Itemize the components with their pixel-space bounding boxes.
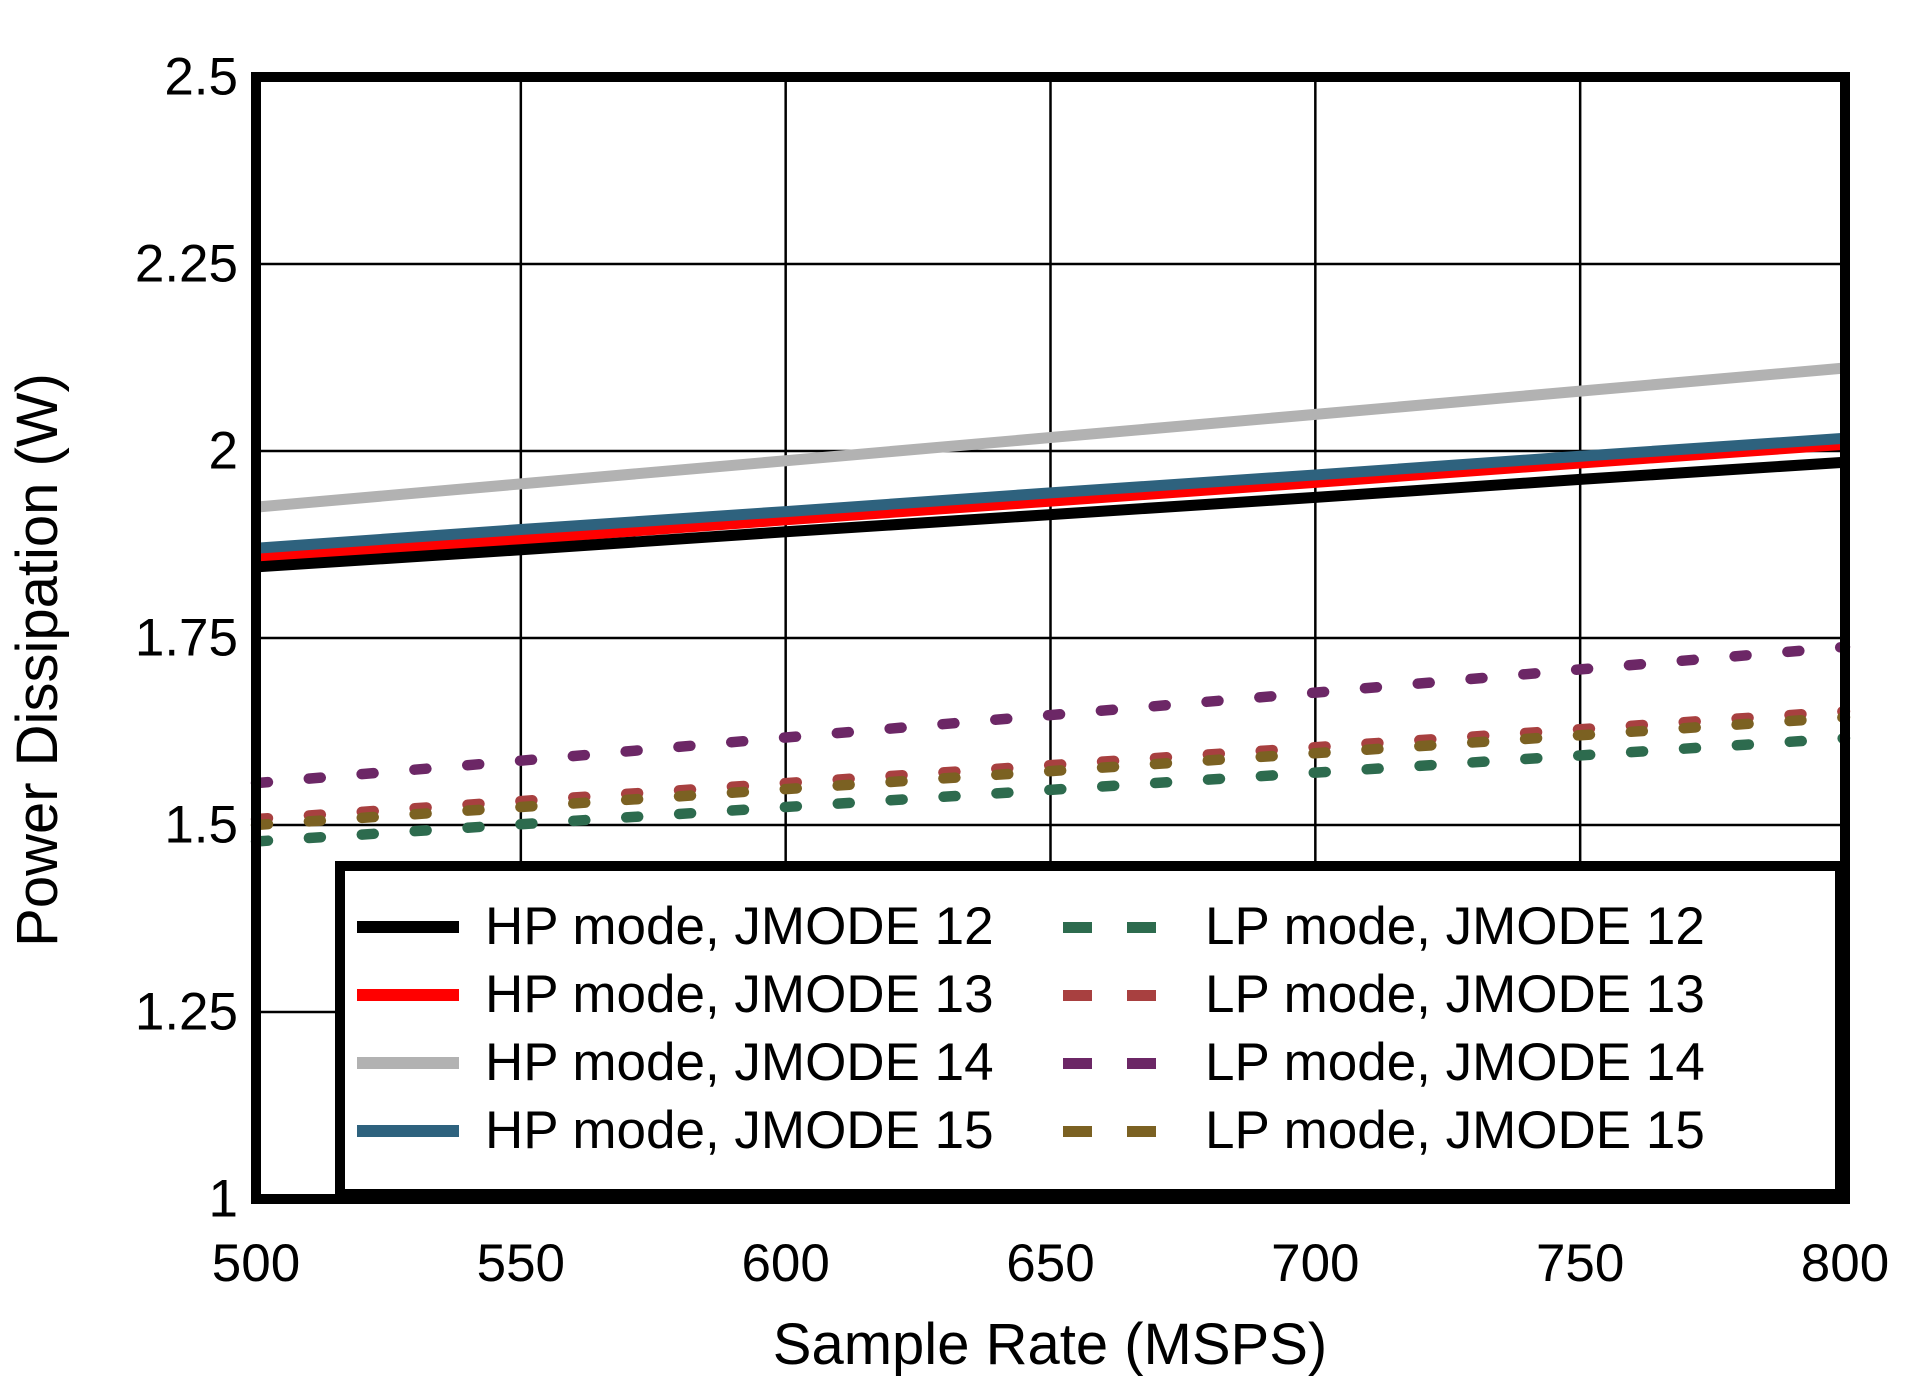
series-line-7 [250, 712, 1851, 831]
y-tick-label: 2.25 [134, 234, 238, 294]
legend-swatch-lp-jmode-14 [1063, 1057, 1165, 1069]
legend-row: HP mode, JMODE 15 LP mode, JMODE 15 [357, 1097, 1835, 1165]
y-tick-label: 1.25 [134, 982, 238, 1042]
legend-label-lp-jmode-12: LP mode, JMODE 12 [1205, 897, 1705, 956]
series-line-4 [250, 732, 1851, 847]
y-tick-label: 1.5 [164, 795, 238, 855]
legend-swatch-hp-jmode-13 [357, 989, 459, 1001]
series-line-1 [255, 438, 1846, 564]
legend: HP mode, JMODE 12 LP mode, JMODE 12 HP m… [335, 861, 1845, 1199]
plot-border [251, 72, 1850, 1204]
legend-label-hp-jmode-13: HP mode, JMODE 13 [485, 965, 994, 1024]
legend-label-hp-jmode-12: HP mode, JMODE 12 [485, 897, 994, 956]
y-tick-label: 1 [208, 1169, 238, 1229]
legend-swatch-hp-jmode-14 [357, 1057, 459, 1069]
legend-label-hp-jmode-14: HP mode, JMODE 14 [485, 1033, 994, 1092]
legend-row: HP mode, JMODE 13 LP mode, JMODE 13 [357, 961, 1835, 1029]
x-tick-label: 500 [211, 1234, 301, 1293]
y-tick-label: 2.5 [164, 47, 238, 107]
x-tick-label: 700 [1271, 1234, 1360, 1293]
x-tick-label: 800 [1800, 1234, 1890, 1293]
x-axis-title: Sample Rate (MSPS) [772, 1312, 1328, 1377]
legend-swatch-hp-jmode-12 [357, 921, 459, 933]
legend-swatch-lp-jmode-13 [1063, 989, 1165, 1001]
legend-label-hp-jmode-15: HP mode, JMODE 15 [485, 1101, 994, 1160]
series-line-3 [255, 432, 1846, 554]
legend-swatch-hp-jmode-15 [357, 1125, 459, 1137]
y-tick-label: 2 [208, 421, 238, 481]
legend-swatch-lp-jmode-12 [1063, 921, 1165, 933]
series-line-6 [250, 641, 1851, 789]
legend-row: HP mode, JMODE 12 LP mode, JMODE 12 [357, 893, 1835, 961]
series-line-0 [255, 456, 1846, 573]
y-axis-title: Power Dissipation (W) [5, 373, 70, 947]
x-tick-label: 750 [1535, 1234, 1625, 1293]
x-tick-label: 550 [476, 1234, 566, 1293]
y-tick-label: 1.75 [134, 608, 238, 668]
series-line-5 [250, 706, 1851, 825]
x-tick-label: 650 [1006, 1234, 1095, 1293]
series-line-2 [255, 362, 1846, 513]
legend-swatch-lp-jmode-15 [1063, 1125, 1165, 1137]
legend-row: HP mode, JMODE 14 LP mode, JMODE 14 [357, 1029, 1835, 1097]
legend-label-lp-jmode-14: LP mode, JMODE 14 [1205, 1033, 1705, 1092]
legend-label-lp-jmode-15: LP mode, JMODE 15 [1205, 1101, 1705, 1160]
legend-label-lp-jmode-13: LP mode, JMODE 13 [1205, 965, 1705, 1024]
x-tick-label: 600 [741, 1234, 830, 1293]
